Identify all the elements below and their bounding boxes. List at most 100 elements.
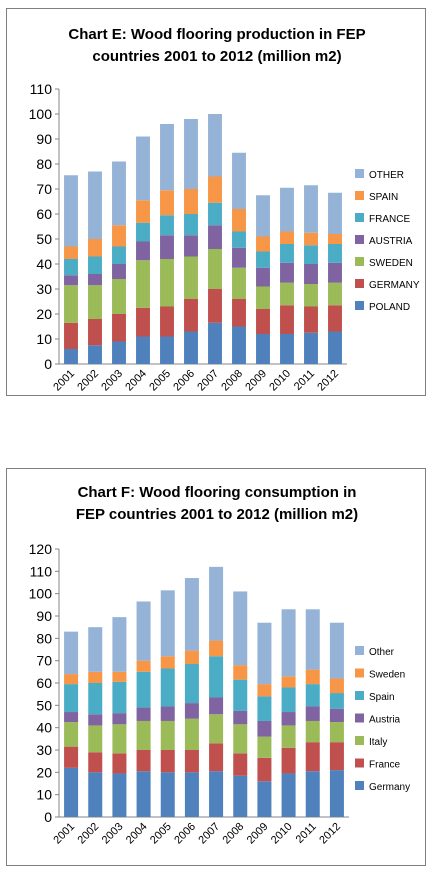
bar-segment xyxy=(328,262,342,283)
bar-segment xyxy=(280,262,294,283)
bar-segment xyxy=(88,752,103,773)
bar-segment xyxy=(160,772,175,817)
bar-segment xyxy=(280,305,294,334)
bar-segment xyxy=(209,771,224,817)
legend-swatch xyxy=(355,301,364,310)
bar-segment xyxy=(64,684,79,713)
bar-segment xyxy=(160,124,174,191)
bar-segment xyxy=(233,665,248,680)
bar-segment xyxy=(304,245,318,264)
bar-segment xyxy=(232,326,246,364)
bar-segment xyxy=(136,241,150,261)
legend-swatch xyxy=(355,736,364,745)
bar-segment xyxy=(88,627,103,672)
bar-segment xyxy=(208,202,222,226)
bar-segment xyxy=(209,697,224,715)
bar-segment xyxy=(88,239,102,257)
bar-segment xyxy=(232,152,246,209)
y-tick-label: 100 xyxy=(29,106,53,122)
bar-segment xyxy=(208,249,222,289)
bar-segment xyxy=(64,322,78,349)
bar-segment xyxy=(281,773,296,817)
bar-segment xyxy=(88,274,102,286)
bar-segment xyxy=(64,767,79,817)
bar-segment xyxy=(232,247,246,268)
bar-segment xyxy=(112,246,126,264)
x-tick-label: 2009 xyxy=(245,821,271,847)
bar-segment xyxy=(305,669,320,685)
x-tick-label: 2004 xyxy=(123,368,149,394)
bar-segment xyxy=(64,259,78,276)
legend-label: Austria xyxy=(369,715,401,726)
x-tick-label: 2008 xyxy=(221,821,247,847)
y-tick-label: 0 xyxy=(44,356,52,372)
bar-segment xyxy=(257,622,272,685)
bar-segment xyxy=(184,750,199,773)
bar-segment xyxy=(136,222,150,242)
bar-segment xyxy=(233,775,248,817)
bar-segment xyxy=(304,232,318,246)
bar-segment xyxy=(256,286,270,309)
y-tick-label: 90 xyxy=(36,131,52,147)
y-tick-label: 50 xyxy=(36,231,52,247)
bar-segment xyxy=(328,234,342,244)
y-tick-label: 10 xyxy=(36,331,52,347)
y-tick-label: 20 xyxy=(36,306,52,322)
bar-segment xyxy=(136,601,151,661)
y-tick-label: 110 xyxy=(30,563,53,579)
legend-label: OTHER xyxy=(369,170,404,181)
bar-segment xyxy=(329,622,344,679)
y-tick-label: 0 xyxy=(44,809,52,825)
bar-segment xyxy=(257,696,272,721)
bar-segment xyxy=(209,566,224,641)
bar-segment xyxy=(112,773,127,817)
bar-segment xyxy=(160,336,174,364)
x-tick-label: 2007 xyxy=(195,368,221,394)
y-tick-label: 10 xyxy=(36,787,52,803)
bar-segment xyxy=(281,747,296,774)
bar-segment xyxy=(184,256,198,299)
legend-label: Italy xyxy=(369,737,387,748)
bar-segment xyxy=(328,282,342,306)
bar-segment xyxy=(232,267,246,299)
bar-segment xyxy=(280,187,294,232)
bar-segment xyxy=(112,617,127,672)
bar-segment xyxy=(304,185,318,233)
bar-segment xyxy=(233,724,248,754)
x-tick-label: 2001 xyxy=(51,368,77,394)
y-tick-label: 20 xyxy=(36,764,52,780)
bar-segment xyxy=(209,714,224,744)
bar-segment xyxy=(184,718,199,750)
bar-segment xyxy=(304,284,318,307)
bar-segment xyxy=(136,136,150,201)
bar-segment xyxy=(112,264,126,279)
legend-swatch xyxy=(355,646,364,655)
bar-segment xyxy=(256,195,270,237)
y-tick-label: 50 xyxy=(36,697,52,713)
bar-segment xyxy=(184,578,199,651)
bar-segment xyxy=(304,306,318,333)
bar-segment xyxy=(209,743,224,772)
x-tick-label: 2004 xyxy=(124,821,150,847)
x-tick-label: 2002 xyxy=(75,368,101,394)
bar-segment xyxy=(88,171,102,239)
bar-segment xyxy=(160,668,175,707)
bar-segment xyxy=(329,693,344,709)
bar-segment xyxy=(281,676,296,688)
y-tick-label: 60 xyxy=(36,675,52,691)
bar-segment xyxy=(256,309,270,334)
bar-segment xyxy=(184,119,198,189)
y-tick-label: 80 xyxy=(36,630,52,646)
y-tick-label: 80 xyxy=(36,156,52,172)
legend-label: GERMANY xyxy=(369,280,420,291)
bar-segment xyxy=(136,200,150,223)
bar-segment xyxy=(257,757,272,782)
x-tick-label: 2010 xyxy=(269,821,295,847)
bar-segment xyxy=(88,714,103,726)
x-tick-label: 2003 xyxy=(100,821,126,847)
bar-segment xyxy=(328,305,342,332)
bar-segment xyxy=(257,736,272,758)
y-tick-label: 40 xyxy=(36,256,52,272)
legend-label: SPAIN xyxy=(369,192,398,203)
bar-segment xyxy=(233,710,248,725)
